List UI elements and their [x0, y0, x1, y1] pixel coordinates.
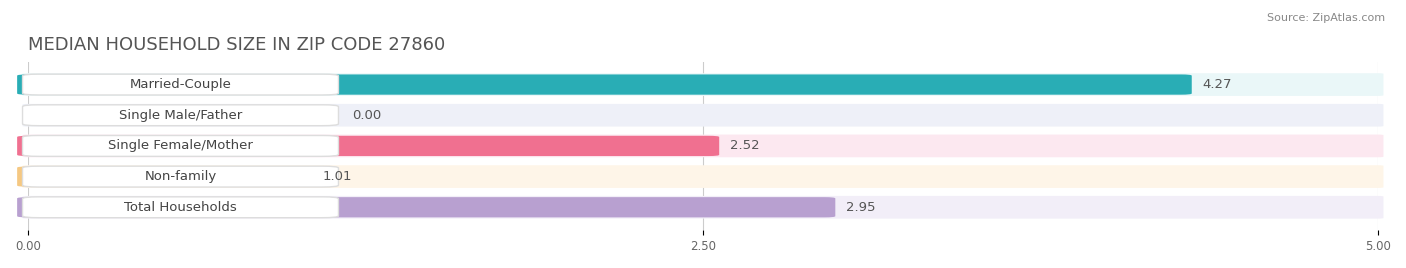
FancyBboxPatch shape	[22, 136, 339, 156]
FancyBboxPatch shape	[17, 136, 720, 156]
FancyBboxPatch shape	[22, 105, 339, 126]
Text: Married-Couple: Married-Couple	[129, 78, 232, 91]
FancyBboxPatch shape	[22, 74, 339, 95]
Text: Single Male/Father: Single Male/Father	[120, 109, 242, 122]
FancyBboxPatch shape	[17, 197, 835, 217]
FancyBboxPatch shape	[22, 135, 1384, 157]
Text: Non-family: Non-family	[145, 170, 217, 183]
FancyBboxPatch shape	[17, 166, 312, 187]
FancyBboxPatch shape	[22, 166, 339, 187]
Text: 2.95: 2.95	[846, 201, 876, 214]
FancyBboxPatch shape	[22, 197, 339, 218]
Text: 0.00: 0.00	[352, 109, 381, 122]
Text: Source: ZipAtlas.com: Source: ZipAtlas.com	[1267, 13, 1385, 23]
Text: 2.52: 2.52	[730, 139, 759, 152]
FancyBboxPatch shape	[22, 104, 1384, 126]
Text: Single Female/Mother: Single Female/Mother	[108, 139, 253, 152]
Text: 1.01: 1.01	[322, 170, 352, 183]
FancyBboxPatch shape	[22, 196, 1384, 219]
Text: Total Households: Total Households	[124, 201, 236, 214]
FancyBboxPatch shape	[22, 73, 1384, 96]
Text: MEDIAN HOUSEHOLD SIZE IN ZIP CODE 27860: MEDIAN HOUSEHOLD SIZE IN ZIP CODE 27860	[28, 36, 446, 54]
FancyBboxPatch shape	[17, 75, 1192, 95]
Text: 4.27: 4.27	[1202, 78, 1232, 91]
FancyBboxPatch shape	[22, 165, 1384, 188]
